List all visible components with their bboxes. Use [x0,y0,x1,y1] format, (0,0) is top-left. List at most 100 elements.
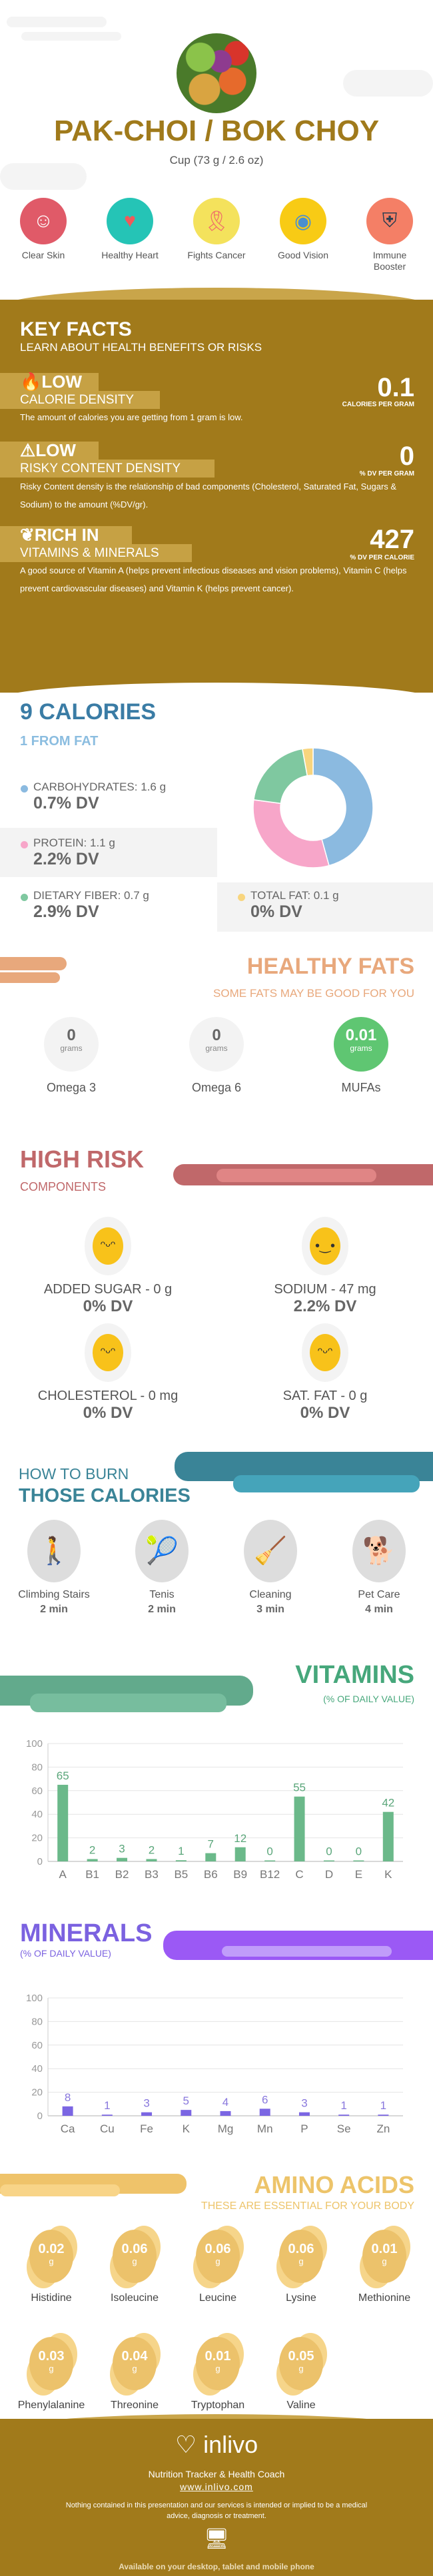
eye-icon: ◉ [280,198,326,244]
activity-tennis: 🎾 Tenis 2 min [119,1520,205,1616]
benefit-clear-skin: ☺ Clear Skin [13,198,73,261]
availability: Available on your desktop, tablet and mo… [119,2562,314,2571]
legend-dot [21,894,28,901]
x-tick-label: Zn [376,2122,390,2135]
x-tick-label: B3 [145,1868,159,1881]
fact-level: ⚠LOW [0,442,99,460]
risk-sodium: •‿• SODIUM - 47 mg 2.2% DV [225,1217,425,1316]
data-label: 0 [266,1845,272,1858]
calories-subtitle: 1 FROM FAT [20,734,99,749]
data-label: 4 [222,2096,228,2108]
risk-name: CHOLESTEROL - 0 mg [37,1389,179,1403]
fact-unit: CALORIES PER GRAM [342,401,414,408]
x-tick-label: E [355,1868,362,1881]
minerals-bar-chart: 0 20 40 60 80 100 8 Ca 1 Cu 3 Fe 5 K 4 Mg 6 Mn 3 P 1 Se 1 Zn [26,1993,403,2135]
fact-name: RISKY CONTENT DENSITY [0,460,215,478]
activity-name: Pet Care [358,1589,400,1600]
fat-name: Omega 3 [46,1081,97,1094]
amino-badge: 0.06 g [113,2230,157,2283]
amino-badge: 0.04 g [113,2337,157,2390]
y-tick-label: 20 [31,1833,43,1844]
flame-icon: 🔥 [20,372,42,392]
heart-icon: ♥ [107,198,153,244]
fact-description: The amount of calories you are getting f… [20,412,243,422]
devices-icon: 🖥 [203,2528,230,2550]
ribbon-icon: 🎗 [193,198,240,244]
macro-dv: 0.7% DV [33,794,99,812]
healthy-fats-title: HEALTHY FATS [246,954,414,979]
cloud-decoration [7,17,107,27]
donut-slice [312,747,374,866]
amino-phenylalanine: 0.03 g Phenylalanine [15,2337,88,2412]
amino-isoleucine: 0.06 g Isoleucine [98,2230,171,2304]
benefit-fights-cancer: 🎗 Fights Cancer [187,198,246,261]
fat-mufas: 0.01 grams MUFAs [331,1017,391,1095]
decor-bar [0,2184,120,2196]
bar-Ca [62,2106,73,2116]
amino-badge: 0.03 g [29,2337,73,2390]
activity-time: 2 min [148,1604,176,1615]
data-label: 6 [262,2093,268,2106]
grin-emoji-icon: ᵔᵕᵔ [310,1334,340,1371]
x-tick-label: Mn [257,2122,273,2135]
macro-donut-chart [252,747,374,868]
face-mask-icon: ☺ [20,198,67,244]
benefit-label: Fights Cancer [187,250,246,260]
x-tick-label: B1 [85,1868,99,1881]
bar-Se [338,2114,350,2116]
bar-B12 [264,1860,276,1861]
data-label: 65 [57,1770,69,1782]
amino-name: Leucine [199,2292,237,2304]
bar-B2 [117,1857,128,1861]
grin-emoji-icon: ᵔᵕᵔ [93,1227,123,1265]
decor-bar [217,1169,376,1182]
risk-sat-fat: ᵔᵕᵔ SAT. FAT - 0 g 0% DV [225,1323,425,1423]
y-tick-label: 20 [31,2087,43,2098]
y-tick-label: 100 [26,1993,43,2004]
x-tick-label: K [384,1868,392,1881]
minerals-title: MINERALS [20,1919,153,1947]
bar-Mn [259,2108,270,2116]
bar-K [181,2110,192,2116]
x-tick-label: Se [337,2122,351,2135]
bar-B9 [234,1847,246,1861]
amino-name: Histidine [31,2292,72,2304]
fat-badge: 0 grams [189,1017,244,1072]
x-tick-label: A [59,1868,67,1881]
legend-dot [238,894,245,901]
heart-leaf-icon: ♡ [175,2431,197,2458]
benefit-good-vision: ◉ Good Vision [273,198,333,261]
activity-time: 2 min [40,1604,68,1615]
healthy-fats-subtitle: SOME FATS MAY BE GOOD FOR YOU [213,987,414,1000]
disclaimer: Nothing contained in this presentation a… [65,2501,368,2520]
macro-name: TOTAL FAT: 0.1 g [250,889,339,902]
key-facts-subtitle: LEARN ABOUT HEALTH BENEFITS OR RISKS [20,341,262,354]
x-tick-label: B9 [233,1868,247,1881]
macro-protein: PROTEIN: 1.1 g 2.2% DV [0,828,217,877]
benefit-label: Clear Skin [21,250,65,260]
amino-name: Isoleucine [110,2292,159,2304]
page-title: PAK-CHOI / BOK CHOY [53,115,380,147]
x-tick-label: Cu [100,2122,115,2135]
bar-K [382,1811,394,1861]
vitamins-bar-chart: 0 20 40 60 80 100 65 A 2 B1 3 B2 2 B3 1 B5 7 B6 12 B9 0 B12 55… [26,1738,403,1881]
amino-badge: 0.02 g [29,2230,73,2283]
burn-title-line2: THOSE CALORIES [19,1485,191,1506]
data-label: 5 [183,2094,189,2107]
amino-name: Methionine [358,2292,411,2304]
macro-fat: TOTAL FAT: 0.1 g 0% DV [217,882,433,932]
food-photo [177,33,256,113]
high-risk-title: HIGH RISK [20,1145,145,1173]
amino-histidine: 0.02 g Histidine [15,2230,88,2304]
decor-bar [0,957,67,970]
fact-value: 0 [399,442,414,471]
x-tick-label: Ca [61,2122,75,2135]
risk-dv: 2.2% DV [293,1297,357,1315]
macro-dv: 2.9% DV [33,902,99,921]
x-tick-label: Fe [140,2122,153,2135]
cloud-decoration [0,163,87,190]
website-link[interactable]: www.inlivo.com [180,2481,253,2492]
grin-emoji-icon: ᵔᵕᵔ [93,1334,123,1371]
activity-time: 4 min [365,1604,393,1615]
brand-logo: ♡ inlivo [175,2431,258,2458]
